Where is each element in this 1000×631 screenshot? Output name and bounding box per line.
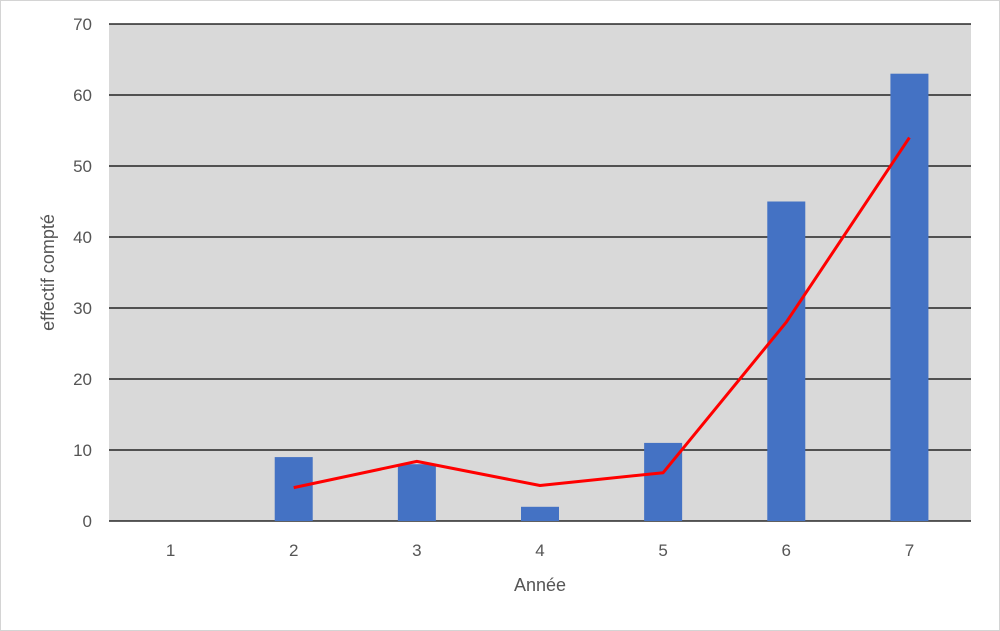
x-tick-label: 7 [905, 541, 914, 560]
bar [890, 73, 929, 521]
y-tick-label: 60 [73, 86, 92, 105]
y-tick-label: 20 [73, 370, 92, 389]
plot-area [109, 24, 971, 521]
line-series [293, 136, 911, 490]
bar [397, 464, 436, 521]
x-tick-label: 5 [658, 541, 667, 560]
y-tick-label: 10 [73, 441, 92, 460]
x-axis-title: Année [514, 575, 566, 595]
x-tick-label: 4 [535, 541, 544, 560]
x-axis-tick-labels: 1 2 3 4 5 6 7 [166, 541, 914, 560]
gridlines [109, 23, 971, 522]
x-tick-label: 3 [412, 541, 421, 560]
y-axis-tick-labels: 0 10 20 30 40 50 60 70 [73, 15, 92, 531]
y-tick-label: 40 [73, 228, 92, 247]
bar [767, 201, 806, 521]
y-axis-title: effectif compté [38, 214, 58, 331]
y-tick-label: 30 [73, 299, 92, 318]
x-tick-label: 1 [166, 541, 175, 560]
bar [274, 457, 313, 521]
bar [521, 506, 559, 521]
x-tick-label: 6 [782, 541, 791, 560]
y-tick-label: 70 [73, 15, 92, 34]
bar-series [274, 73, 929, 521]
y-tick-label: 0 [83, 512, 92, 531]
x-tick-label: 2 [289, 541, 298, 560]
y-tick-label: 50 [73, 157, 92, 176]
